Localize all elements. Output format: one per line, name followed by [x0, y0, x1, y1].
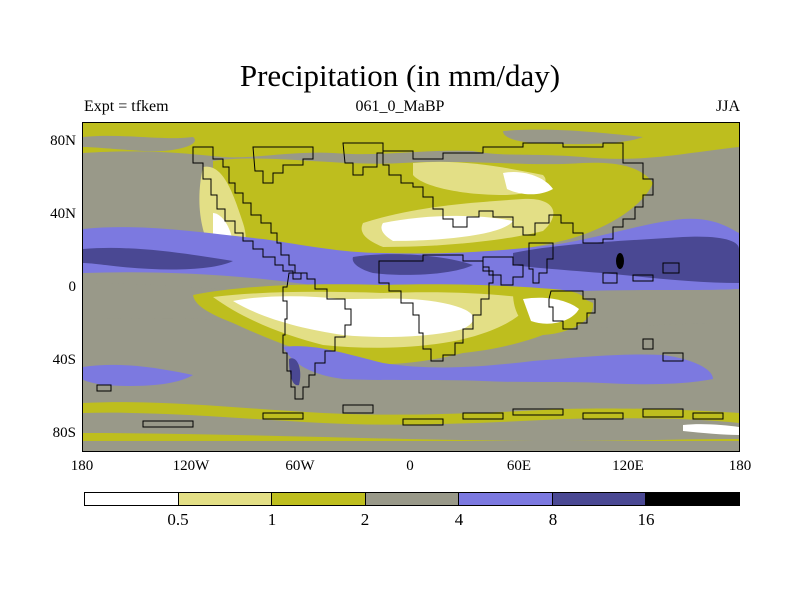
south-midlatitude-blue-belt	[283, 346, 713, 385]
africa-monsoon-navy-core	[352, 254, 473, 275]
eurasia-coastline	[382, 142, 654, 244]
precipitation-map	[82, 122, 740, 452]
antarctica-coastline	[262, 404, 724, 426]
colorbar-segment	[272, 493, 366, 505]
antarctic-grey-band	[83, 441, 739, 451]
lon-tick-label: 180	[70, 458, 94, 474]
south-pacific-blue-patch	[83, 364, 193, 386]
lat-tick-label: 40N	[50, 206, 76, 222]
antarctic-white-patch	[683, 424, 739, 435]
colorbar-segment	[646, 493, 740, 505]
colorbar-level-label: 4	[454, 510, 464, 529]
lat-tick-label: 40S	[52, 352, 76, 368]
pacific-islands-coastline	[96, 384, 194, 428]
arabia-coastline	[482, 256, 524, 286]
lon-tick-label: 120E	[612, 458, 644, 474]
lat-tick-label: 0	[68, 279, 77, 295]
north-itcz-navy-core	[83, 247, 233, 270]
lat-tick-label: 80N	[50, 133, 76, 149]
lon-tick-label: 180	[728, 458, 752, 474]
south-america-navy-core	[289, 358, 301, 386]
lon-tick-label: 60W	[285, 458, 315, 474]
south-america-coastline	[282, 272, 352, 400]
lon-tick-label: 120W	[172, 458, 210, 474]
lat-tick-label: 80S	[52, 425, 76, 441]
north-grey-patch	[83, 135, 195, 152]
colorbar-segment	[459, 493, 553, 505]
colorbar	[84, 492, 740, 506]
asia-monsoon-navy-core	[513, 236, 739, 283]
map-title: Precipitation (in mm/day)	[239, 58, 561, 93]
colorbar-segment	[552, 493, 647, 505]
season-label: JJA	[715, 98, 740, 115]
colorbar-segment	[178, 493, 273, 505]
north-africa-dry-core	[381, 215, 513, 241]
precip-max-black-core	[616, 253, 624, 269]
colorbar-level-label: 0.5	[167, 510, 189, 529]
colorbar-level-label: 1	[267, 510, 277, 529]
time-label: 061_0_MaBP	[355, 98, 445, 115]
south-grey-band	[83, 412, 739, 441]
arctic-grey-patch	[503, 129, 643, 145]
colorbar-segment	[85, 493, 179, 505]
colorbar-level-label: 16	[637, 510, 655, 529]
lon-tick-label: 0	[406, 458, 414, 474]
north-america-arctic-coastline	[252, 146, 314, 184]
experiment-label: Expt = tfkem	[84, 98, 169, 115]
greenland-coastline	[342, 142, 384, 176]
australia-dry-core	[523, 297, 579, 324]
africa-coastline	[378, 254, 494, 362]
india-coastline	[528, 242, 554, 284]
colorbar-segment	[365, 493, 460, 505]
lon-tick-label: 60E	[506, 458, 532, 474]
australia-coastline	[548, 290, 596, 330]
coastlines	[96, 142, 724, 428]
colorbar-level-label: 2	[360, 510, 370, 529]
central-asia-dry-core	[503, 171, 553, 195]
southeast-asia-islands-coastline	[602, 262, 684, 362]
colorbar-level-label: 8	[548, 510, 558, 529]
